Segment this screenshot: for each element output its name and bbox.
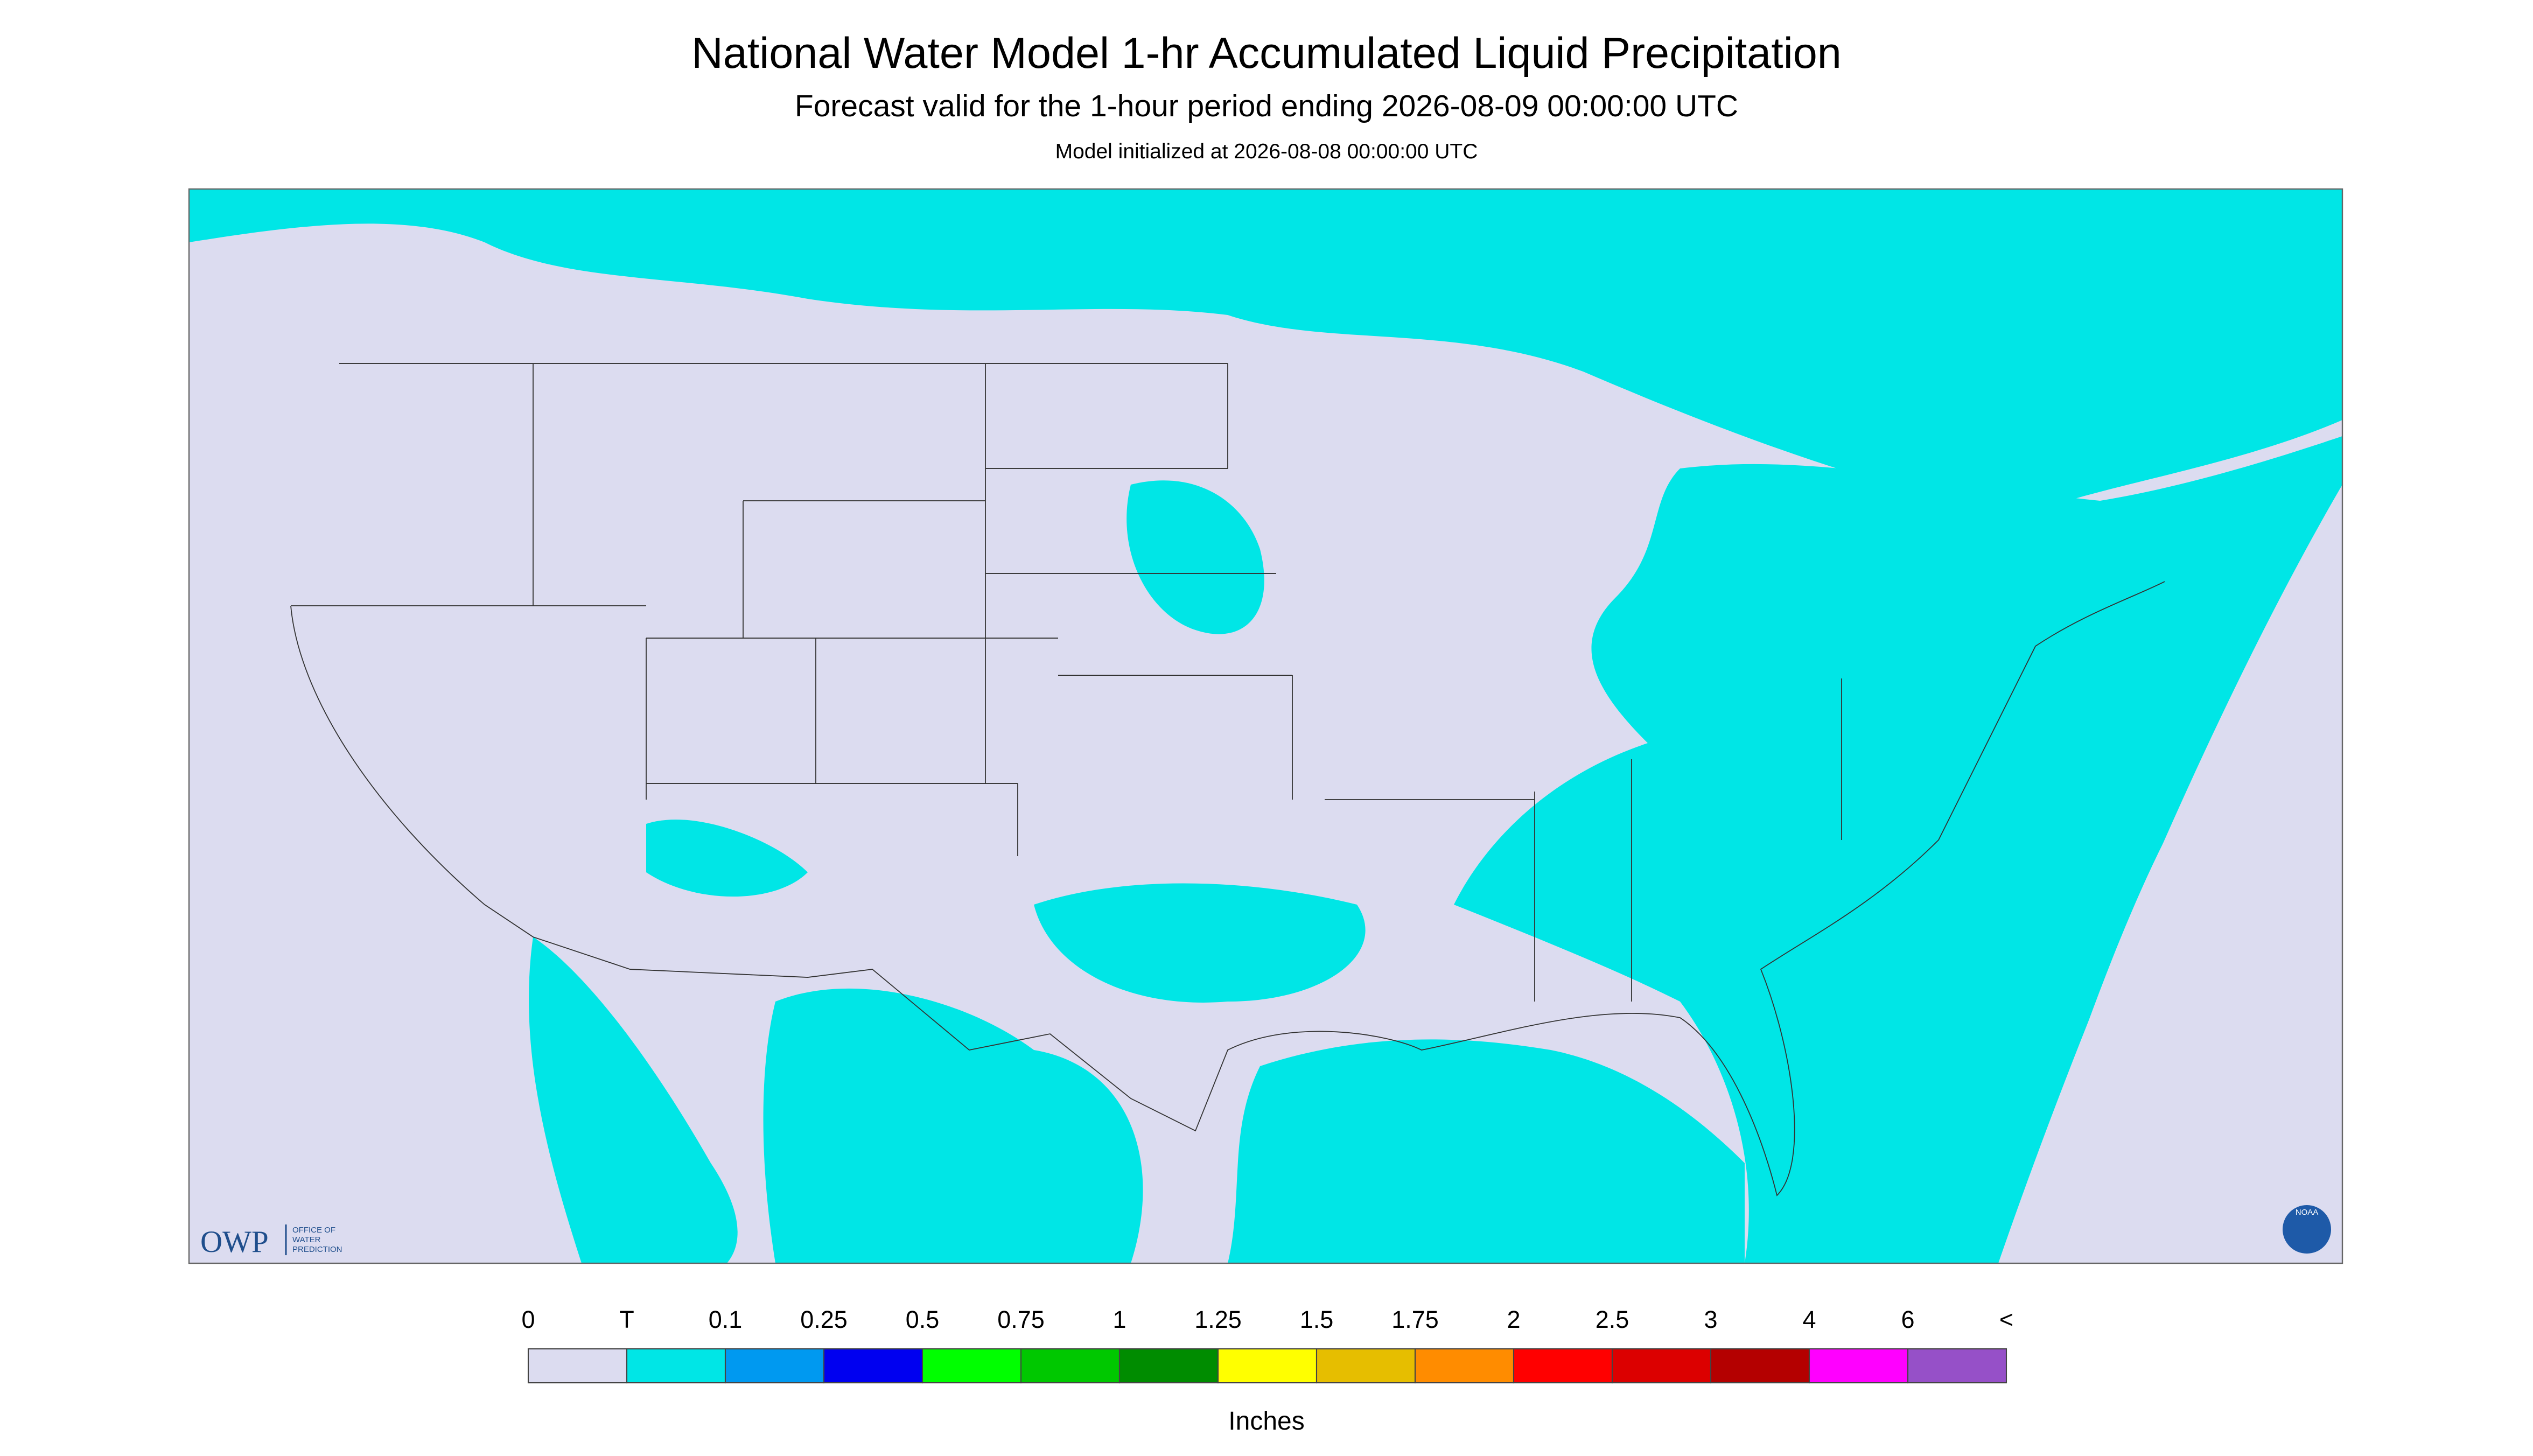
legend-swatch <box>823 1348 923 1384</box>
legend-label: 2.5 <box>1596 1306 1629 1333</box>
legend-swatch <box>1907 1348 2007 1384</box>
title: National Water Model 1-hr Accumulated Li… <box>691 29 1842 78</box>
coastline <box>290 581 2165 1196</box>
legend-swatch <box>1414 1348 1515 1384</box>
noaa-text: NOAA <box>2296 1208 2319 1217</box>
precip-plains <box>1126 480 1264 634</box>
legend-label: 0.25 <box>800 1306 848 1333</box>
precip-south <box>1034 883 1366 1003</box>
legend-swatch <box>1808 1348 1909 1384</box>
noaa-badge <box>2283 1205 2331 1254</box>
outside-west <box>189 189 468 1264</box>
legend: Inches 0 T 0.1 0.25 0.5 0.75 1 1.25 1.5 1.75 2 2.5 3… <box>521 1306 2013 1436</box>
logo-sub: OFFICE OF <box>292 1226 335 1235</box>
legend-label: < <box>1999 1306 2013 1333</box>
legend-swatch <box>724 1348 825 1384</box>
legend-swatch <box>1020 1348 1121 1384</box>
map: OWP OFFICE OF WATER PREDICTION NOAA <box>188 188 2343 1264</box>
legend-swatch <box>527 1348 628 1384</box>
legend-swatch <box>1710 1348 1810 1384</box>
legend-label: T <box>619 1306 634 1333</box>
legend-swatch <box>1611 1348 1712 1384</box>
map-border <box>188 188 2343 1264</box>
legend-swatch <box>626 1348 726 1384</box>
legend-label: 1.5 <box>1300 1306 1334 1333</box>
precip-southwest <box>646 820 808 897</box>
logo: OWP <box>200 1225 269 1259</box>
precip-east <box>1454 436 2342 1264</box>
legend-label: 1.25 <box>1194 1306 1242 1333</box>
legend-label: 3 <box>1704 1306 1717 1333</box>
precip-baja <box>529 937 738 1264</box>
legend-label: 0.75 <box>997 1306 1045 1333</box>
legend-swatch <box>1316 1348 1416 1384</box>
legend-label: 4 <box>1802 1306 1816 1333</box>
legend-swatch <box>1118 1348 1219 1384</box>
precip-north <box>189 189 2342 517</box>
legend-label: 1.75 <box>1391 1306 1439 1333</box>
outside-east <box>1998 485 2342 1264</box>
state-lines <box>291 363 1842 1002</box>
legend-label: 0.5 <box>906 1306 940 1333</box>
logo-sub: PREDICTION <box>292 1245 342 1254</box>
legend-swatch <box>921 1348 1022 1384</box>
subtitle: Forecast valid for the 1-hour period end… <box>795 89 1738 123</box>
legend-label: 1 <box>1112 1306 1126 1333</box>
legend-unit: Inches <box>1228 1407 1304 1436</box>
legend-label: 0.1 <box>709 1306 743 1333</box>
legend-label: 0 <box>521 1306 535 1333</box>
legend-label: 2 <box>1507 1306 1520 1333</box>
logo-sub: WATER <box>292 1235 321 1244</box>
legend-label: 6 <box>1901 1306 1914 1333</box>
precip-gulf <box>1228 1039 1745 1264</box>
boundaries <box>290 363 2165 1196</box>
precip-layer <box>189 189 2342 1264</box>
init-time: Model initialized at 2026-08-08 00:00:00… <box>1055 140 1478 163</box>
precip-mexico <box>763 988 1143 1264</box>
legend-swatch <box>1513 1348 1613 1384</box>
legend-swatch <box>1217 1348 1318 1384</box>
